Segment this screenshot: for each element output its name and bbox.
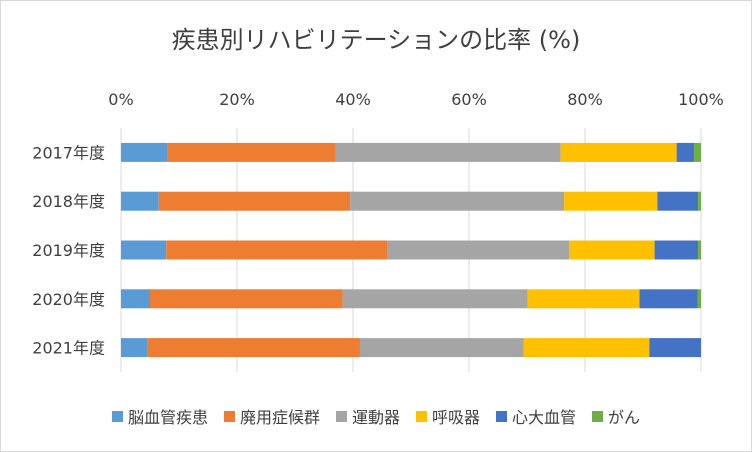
- bar-segment: [676, 142, 695, 162]
- x-axis-ticks: 0% 20% 40% 60% 80% 100%: [108, 90, 724, 109]
- category-label: 2018年度: [32, 192, 105, 211]
- legend-item: 心大血管: [496, 404, 576, 428]
- legend-swatch: [111, 410, 123, 422]
- legend-label: 呼吸器: [432, 408, 481, 427]
- bar-segment: [649, 338, 701, 358]
- legend-label: 脳血管疾患: [127, 408, 208, 427]
- bar-segment: [698, 191, 701, 211]
- bars: [121, 142, 701, 358]
- bar-segment: [639, 289, 698, 309]
- bar-segment: [564, 191, 658, 211]
- bar-segment: [166, 240, 388, 260]
- category-label: 2019年度: [32, 241, 105, 260]
- legend-item: 呼吸器: [416, 404, 480, 428]
- bar-segment: [698, 240, 701, 260]
- bar-segment: [654, 240, 699, 260]
- bar-segment: [342, 289, 528, 309]
- bar-segment: [569, 240, 655, 260]
- legend-swatch: [496, 410, 508, 422]
- legend-label: 運動器: [351, 408, 400, 427]
- bar-segment: [350, 191, 565, 211]
- bar-segment: [657, 191, 699, 211]
- bar-segment: [560, 142, 677, 162]
- bar-segment: [387, 240, 570, 260]
- category-labels: 2017年度 2018年度 2019年度 2020年度 2021年度: [32, 143, 105, 357]
- bar-segment: [121, 240, 167, 260]
- legend-item: 脳血管疾患: [111, 404, 208, 428]
- legend-item: 廃用症候群: [223, 404, 320, 428]
- bar-segment: [121, 338, 148, 358]
- bar-segment: [694, 142, 701, 162]
- x-tick-label: 40%: [335, 90, 371, 109]
- legend-swatch: [416, 410, 427, 422]
- bar-segment: [121, 191, 159, 211]
- legend-swatch: [223, 410, 235, 422]
- legend-item: 運動器: [335, 404, 400, 428]
- bar-segment: [523, 338, 650, 358]
- bar-segment: [335, 142, 561, 162]
- x-tick-label: 60%: [451, 90, 487, 109]
- bar-segment: [121, 142, 168, 162]
- chart-title: 疾患別リハビリテーションの比率 (%): [171, 26, 581, 54]
- legend-label: がん: [608, 408, 641, 427]
- bar-segment: [527, 289, 640, 309]
- legend-label: 廃用症候群: [239, 408, 320, 427]
- legend: 脳血管疾患 廃用症候群 運動器 呼吸器 心大血管 がん: [0, 404, 752, 428]
- x-tick-label: 20%: [219, 90, 255, 109]
- category-label: 2020年度: [32, 290, 105, 309]
- category-label: 2017年度: [32, 143, 105, 162]
- bar-segment: [147, 338, 360, 358]
- category-label: 2021年度: [32, 339, 105, 358]
- bar-segment: [158, 191, 351, 211]
- x-tick-label: 100%: [678, 90, 724, 109]
- legend-swatch: [592, 410, 604, 422]
- legend-label: 心大血管: [512, 408, 577, 427]
- x-tick-label: 0%: [108, 90, 133, 109]
- bar-segment: [359, 338, 524, 358]
- legend-swatch: [335, 410, 347, 422]
- legend-item: がん: [592, 404, 640, 428]
- bar-segment: [167, 142, 336, 162]
- x-tick-label: 80%: [567, 90, 603, 109]
- bar-segment: [150, 289, 343, 309]
- bar-segment: [121, 289, 150, 309]
- bar-segment: [697, 289, 701, 309]
